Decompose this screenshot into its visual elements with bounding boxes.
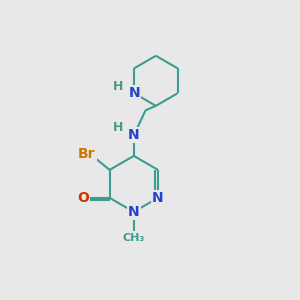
- Text: CH₃: CH₃: [123, 233, 145, 243]
- Text: N: N: [152, 191, 164, 205]
- Text: N: N: [128, 86, 140, 100]
- Text: Br: Br: [78, 147, 96, 161]
- Text: N: N: [128, 128, 140, 142]
- Text: H: H: [112, 122, 123, 134]
- Text: O: O: [77, 191, 89, 205]
- Text: N: N: [128, 205, 140, 219]
- Text: H: H: [113, 80, 123, 93]
